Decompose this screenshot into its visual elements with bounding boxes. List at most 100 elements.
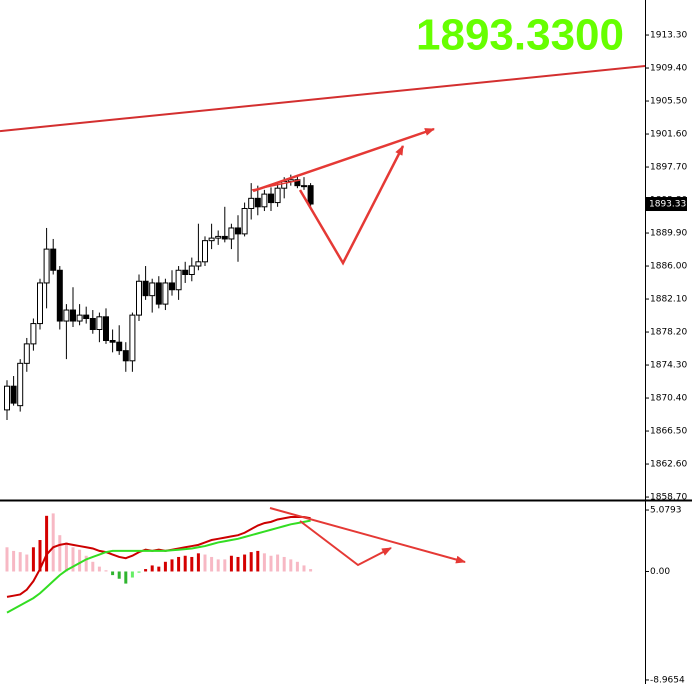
- y-tick-label: 1874.30: [650, 361, 687, 371]
- histogram-bar: [236, 556, 240, 572]
- candle-body: [136, 280, 142, 316]
- annotation-arrow: [252, 127, 435, 193]
- candle-body: [228, 227, 235, 240]
- candle-body: [89, 317, 96, 330]
- histogram-bar: [282, 556, 286, 572]
- histogram-bar: [97, 566, 101, 572]
- histogram-bar: [262, 553, 266, 572]
- histogram-bar: [31, 547, 35, 572]
- candle-body: [103, 316, 109, 341]
- y-tick-label: 1913.30: [650, 31, 687, 41]
- candle-body: [129, 314, 136, 362]
- candle-body: [43, 248, 50, 284]
- y-tick-label: 5.0793: [650, 506, 682, 516]
- histogram-bar: [84, 555, 88, 572]
- histogram-bar: [243, 554, 247, 572]
- candle-body: [96, 316, 103, 330]
- candle-body: [56, 269, 63, 322]
- candle-body: [116, 341, 123, 352]
- annotation-arrow: [269, 507, 466, 564]
- histogram-bar: [302, 565, 306, 572]
- candle-body: [274, 187, 281, 204]
- histogram-bar: [104, 570, 108, 572]
- histogram-bar: [18, 552, 22, 572]
- annotation-arrow: [299, 520, 392, 567]
- candle-body: [122, 350, 129, 362]
- candle-body: [23, 343, 30, 364]
- candle-body: [149, 282, 156, 297]
- candle-body: [202, 240, 208, 263]
- candle-body: [208, 237, 215, 242]
- histogram-bar: [144, 569, 148, 572]
- histogram-bar: [5, 547, 9, 572]
- y-tick-label: 1882.10: [650, 295, 687, 305]
- histogram-bar: [58, 535, 62, 572]
- last-price-label: 1893.33: [649, 200, 686, 210]
- candle-body: [37, 282, 43, 325]
- histogram-bar: [196, 553, 200, 572]
- y-tick-label: 1909.40: [650, 64, 687, 74]
- histogram-bar: [91, 561, 95, 572]
- histogram-bar: [190, 556, 194, 572]
- indicator-line: [6, 516, 311, 598]
- histogram-bar: [203, 554, 207, 572]
- candle-body: [301, 185, 307, 188]
- y-tick-label: 1862.60: [650, 460, 687, 470]
- candle-body: [215, 235, 222, 239]
- histogram-bar: [157, 566, 161, 572]
- histogram-bar: [295, 561, 299, 572]
- trendline: [0, 65, 646, 133]
- candle-body: [221, 235, 228, 240]
- candle-body: [254, 197, 261, 208]
- main-pane: 1913.30 1909.40 1905.50 1901.60 1897.70 1893.…: [0, 31, 687, 503]
- histogram-bar: [170, 559, 174, 572]
- y-tick-label: 1866.50: [650, 427, 687, 437]
- histogram-bar: [256, 550, 260, 572]
- histogram-bar: [25, 554, 29, 572]
- candle-body: [248, 197, 255, 209]
- candle-body: [235, 227, 241, 235]
- histogram-bar: [249, 552, 253, 572]
- candle-body: [307, 185, 314, 205]
- candle-body: [188, 265, 195, 275]
- candle-body: [4, 385, 10, 411]
- y-tick-label: 1901.60: [650, 130, 687, 140]
- candle-body: [76, 314, 83, 322]
- histogram-bar: [150, 565, 154, 572]
- candle-body: [182, 269, 189, 275]
- histogram-bar: [71, 547, 75, 572]
- indicator-line: [6, 519, 311, 614]
- y-tick-label: 1905.50: [650, 97, 687, 107]
- candle-body: [268, 193, 274, 204]
- candle-body: [195, 261, 202, 267]
- candle-body: [10, 385, 17, 404]
- histogram-bar: [210, 556, 214, 572]
- candle-body: [155, 282, 162, 305]
- candle-body: [261, 193, 268, 208]
- candle-body: [70, 309, 76, 322]
- indicator-pane: 5.0793 0.00 -8.9654: [5, 506, 685, 684]
- candle-body: [175, 269, 182, 291]
- annotation-arrow: [298, 145, 405, 266]
- candle-body: [169, 282, 175, 291]
- histogram-bar: [78, 549, 82, 572]
- histogram-bar: [51, 513, 55, 572]
- y-tick-label: 0.00: [650, 567, 670, 577]
- histogram-bar: [216, 559, 220, 572]
- histogram-bar: [130, 571, 134, 578]
- y-tick-label: 1870.40: [650, 394, 687, 404]
- annotations: [251, 127, 466, 567]
- last-price-box: [646, 197, 687, 212]
- y-tick-label: 1878.20: [650, 328, 687, 338]
- y-tick-label: -8.9654: [650, 675, 685, 684]
- histogram-bar: [276, 554, 280, 572]
- histogram-bar: [64, 542, 68, 572]
- price-display: 1893.3300: [416, 11, 624, 60]
- histogram-bar: [309, 569, 313, 572]
- candle-body: [162, 282, 169, 305]
- candle-body: [294, 179, 301, 187]
- histogram-bar: [163, 561, 167, 572]
- histogram-bar: [223, 559, 227, 572]
